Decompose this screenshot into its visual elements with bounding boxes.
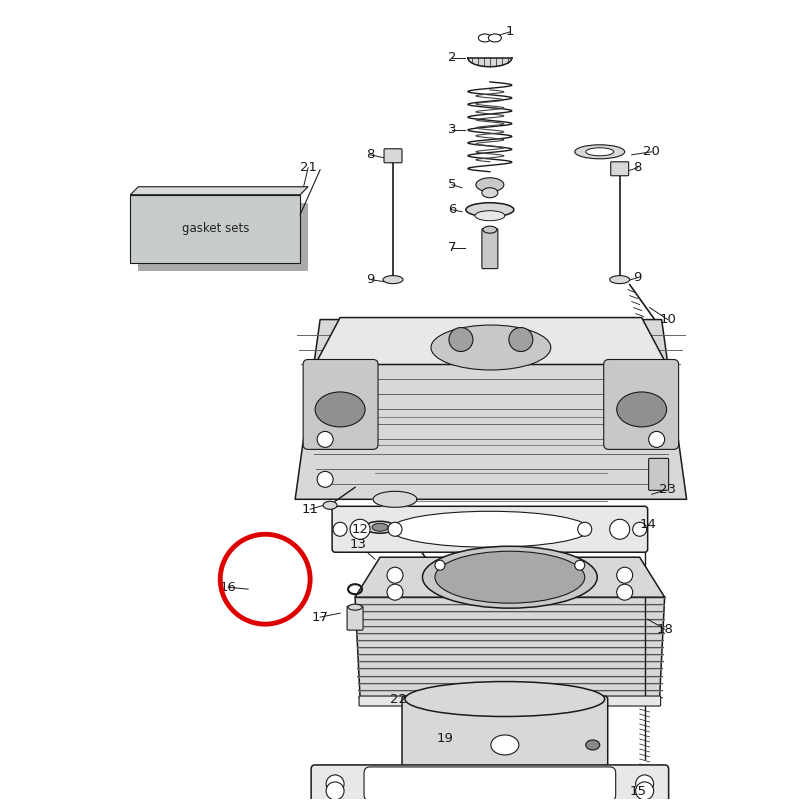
FancyBboxPatch shape [303, 359, 378, 450]
Circle shape [636, 775, 654, 793]
Text: 15: 15 [629, 786, 646, 798]
Ellipse shape [431, 325, 550, 370]
FancyBboxPatch shape [359, 696, 661, 706]
FancyBboxPatch shape [332, 506, 648, 552]
Polygon shape [355, 597, 665, 697]
Text: 23: 23 [659, 483, 676, 496]
Ellipse shape [617, 392, 666, 427]
Ellipse shape [372, 523, 388, 531]
Circle shape [610, 519, 630, 539]
Circle shape [388, 522, 402, 536]
FancyBboxPatch shape [610, 162, 629, 176]
FancyBboxPatch shape [130, 194, 300, 262]
FancyBboxPatch shape [482, 229, 498, 269]
Ellipse shape [488, 34, 502, 42]
Text: 20: 20 [643, 146, 660, 158]
Text: 7: 7 [448, 241, 456, 254]
Polygon shape [373, 491, 417, 507]
Circle shape [649, 431, 665, 447]
Text: gasket sets: gasket sets [182, 222, 249, 235]
Ellipse shape [574, 145, 625, 158]
Text: 18: 18 [656, 622, 673, 636]
FancyBboxPatch shape [364, 767, 616, 800]
Ellipse shape [586, 148, 614, 156]
Polygon shape [355, 558, 665, 597]
Ellipse shape [435, 551, 585, 603]
Text: 21: 21 [300, 162, 317, 174]
Circle shape [317, 471, 333, 487]
Text: 3: 3 [448, 123, 456, 136]
Circle shape [649, 471, 665, 487]
Circle shape [449, 327, 473, 351]
Polygon shape [468, 58, 512, 66]
Text: 1: 1 [506, 26, 514, 38]
Text: 19: 19 [437, 733, 454, 746]
Ellipse shape [405, 682, 605, 717]
Ellipse shape [315, 392, 365, 427]
Text: 8: 8 [366, 148, 374, 162]
Text: 14: 14 [639, 518, 656, 530]
Ellipse shape [483, 226, 497, 233]
Text: 9: 9 [366, 273, 374, 286]
Text: 5: 5 [448, 178, 456, 191]
Text: 8: 8 [634, 162, 642, 174]
Circle shape [326, 775, 344, 793]
FancyBboxPatch shape [311, 765, 669, 800]
Ellipse shape [365, 522, 395, 534]
FancyBboxPatch shape [402, 696, 608, 770]
Text: 10: 10 [659, 313, 676, 326]
Text: 12: 12 [351, 522, 369, 536]
Text: 2: 2 [448, 51, 456, 65]
Circle shape [574, 560, 585, 570]
Text: 16: 16 [220, 581, 237, 594]
Circle shape [636, 782, 654, 800]
Ellipse shape [610, 276, 630, 284]
Polygon shape [295, 319, 686, 499]
Circle shape [509, 327, 533, 351]
Polygon shape [130, 186, 308, 194]
Ellipse shape [482, 188, 498, 198]
Text: 13: 13 [350, 538, 366, 550]
FancyBboxPatch shape [384, 149, 402, 162]
Circle shape [350, 519, 370, 539]
Ellipse shape [323, 502, 337, 510]
Circle shape [333, 522, 347, 536]
Text: 6: 6 [448, 203, 456, 216]
Ellipse shape [466, 202, 514, 217]
Circle shape [387, 567, 403, 583]
Ellipse shape [478, 34, 491, 42]
Circle shape [435, 560, 445, 570]
FancyBboxPatch shape [138, 202, 308, 270]
Text: 17: 17 [312, 610, 329, 624]
Ellipse shape [348, 604, 362, 610]
Ellipse shape [491, 735, 519, 755]
FancyBboxPatch shape [347, 606, 363, 630]
Circle shape [326, 782, 344, 800]
Circle shape [617, 567, 633, 583]
Ellipse shape [383, 276, 403, 284]
Ellipse shape [390, 511, 590, 547]
Circle shape [633, 522, 646, 536]
Polygon shape [315, 318, 666, 365]
Text: 11: 11 [302, 502, 318, 516]
Circle shape [317, 431, 333, 447]
Circle shape [578, 522, 592, 536]
FancyBboxPatch shape [649, 458, 669, 490]
Ellipse shape [586, 740, 600, 750]
Circle shape [387, 584, 403, 600]
Ellipse shape [422, 546, 598, 608]
Text: 9: 9 [634, 271, 642, 284]
Ellipse shape [476, 178, 504, 192]
Text: 22: 22 [390, 693, 406, 706]
Circle shape [617, 584, 633, 600]
Ellipse shape [475, 210, 505, 221]
FancyBboxPatch shape [604, 359, 678, 450]
